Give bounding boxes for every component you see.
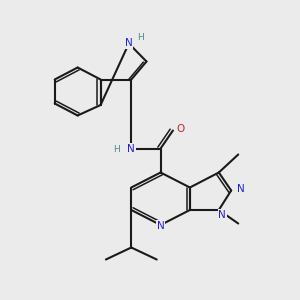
Text: H: H [113,146,120,154]
Text: N: N [218,209,226,220]
Text: N: N [237,184,245,194]
Text: N: N [128,143,135,154]
Text: H: H [137,33,143,42]
Text: N: N [125,38,133,49]
Text: N: N [157,220,164,231]
Text: O: O [177,124,185,134]
